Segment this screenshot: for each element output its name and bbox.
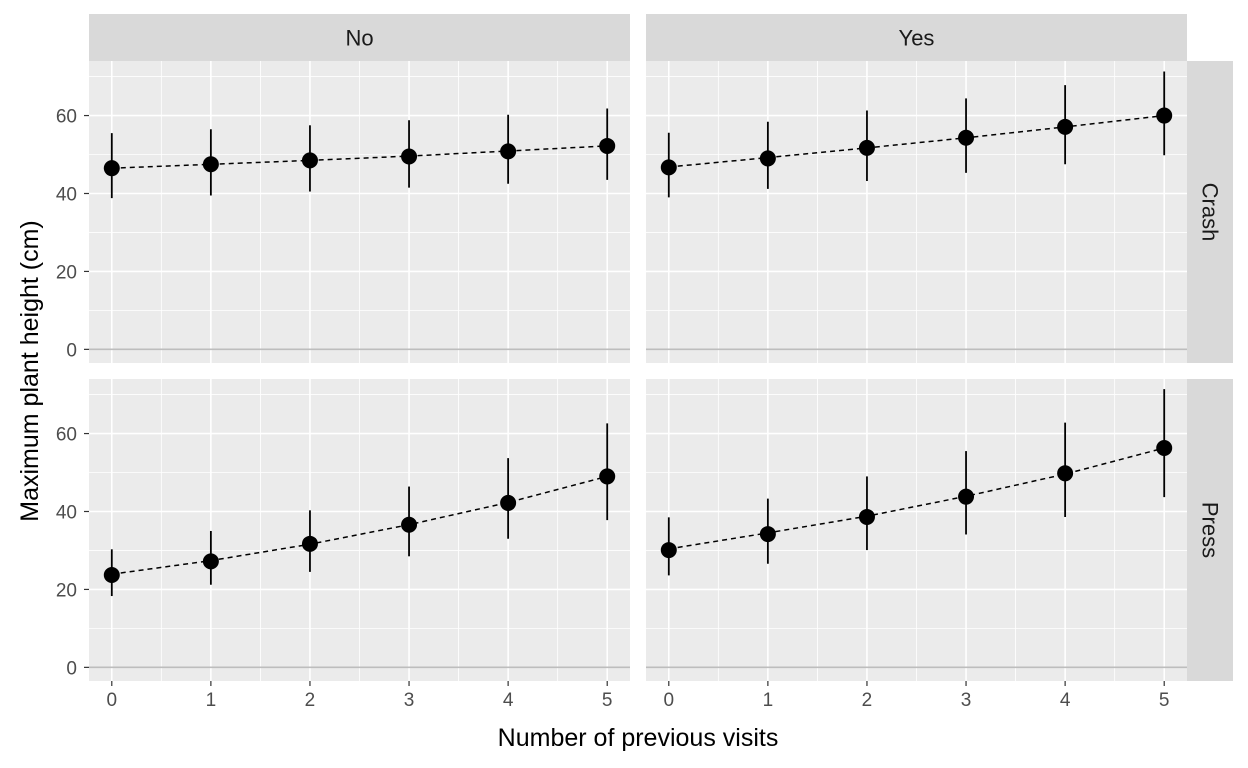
y-tick-label: 0 xyxy=(66,658,77,679)
y-tick-label: 20 xyxy=(56,580,77,601)
y-tick-label: 40 xyxy=(56,184,77,205)
data-point xyxy=(301,152,318,169)
x-tick-label: 5 xyxy=(1159,690,1170,711)
x-tick-label: 3 xyxy=(404,690,415,711)
data-point xyxy=(958,129,975,146)
panel-yes-crash xyxy=(646,61,1187,363)
data-point xyxy=(759,150,776,167)
trend-line xyxy=(111,475,608,575)
data-point xyxy=(1057,465,1074,482)
strip-row-crash xyxy=(1187,61,1233,363)
x-tick-label: 1 xyxy=(206,690,217,711)
data-point xyxy=(401,516,418,533)
data-point xyxy=(301,535,318,552)
strip-col-yes xyxy=(646,14,1187,61)
data-point xyxy=(103,567,120,584)
data-point xyxy=(759,526,776,543)
y-tick-label: 0 xyxy=(66,340,77,361)
strip-label-no: No xyxy=(345,26,373,51)
data-point xyxy=(500,494,517,511)
y-tick-label: 60 xyxy=(56,425,77,446)
data-point xyxy=(858,508,875,525)
x-tick-label: 1 xyxy=(763,690,774,711)
strip-label-yes: Yes xyxy=(899,26,935,51)
strip-label-press: Press xyxy=(1198,502,1223,558)
data-point xyxy=(1156,107,1173,124)
data-point xyxy=(500,143,517,160)
x-axis-title: Number of previous visits xyxy=(498,724,779,752)
y-tick-label: 20 xyxy=(56,262,77,283)
data-point xyxy=(858,139,875,156)
x-tick-label: 0 xyxy=(664,690,675,711)
panel-yes-press: 0 1 2 3 4 5 xyxy=(646,379,1187,711)
trend-line xyxy=(668,447,1165,550)
data-point xyxy=(660,542,677,559)
x-tick-label: 2 xyxy=(305,690,316,711)
x-tick-label: 3 xyxy=(961,690,972,711)
data-point xyxy=(599,137,616,154)
x-tick-label: 2 xyxy=(862,690,873,711)
strip-row-press xyxy=(1187,379,1233,681)
data-point xyxy=(660,159,677,176)
x-tick-label: 0 xyxy=(107,690,118,711)
chart-body: No Yes Crash Press 0 20 40 60 0 20 40 60 0 1 2 3 4 5 0 1 2 3 4… xyxy=(56,14,1233,711)
strip-label-crash: Crash xyxy=(1198,183,1223,242)
data-point xyxy=(202,156,219,173)
data-point xyxy=(599,468,616,485)
data-point xyxy=(401,148,418,165)
y-tick-label: 60 xyxy=(56,107,77,128)
panel-no-press: 0 20 40 60 0 1 2 3 4 5 xyxy=(56,379,630,711)
data-point xyxy=(202,553,219,570)
data-point xyxy=(958,488,975,505)
trend-line xyxy=(668,114,1165,168)
y-axis-title: Maximum plant height (cm) xyxy=(16,220,44,521)
strip-col-no xyxy=(89,14,630,61)
x-tick-label: 5 xyxy=(602,690,613,711)
y-tick-label: 40 xyxy=(56,502,77,523)
data-point xyxy=(1156,439,1173,456)
x-tick-label: 4 xyxy=(503,690,514,711)
x-tick-label: 4 xyxy=(1060,690,1071,711)
panel-no-crash: 0 20 40 60 xyxy=(56,61,630,363)
data-point xyxy=(103,160,120,177)
data-point xyxy=(1057,118,1074,135)
trend-line xyxy=(111,145,608,169)
